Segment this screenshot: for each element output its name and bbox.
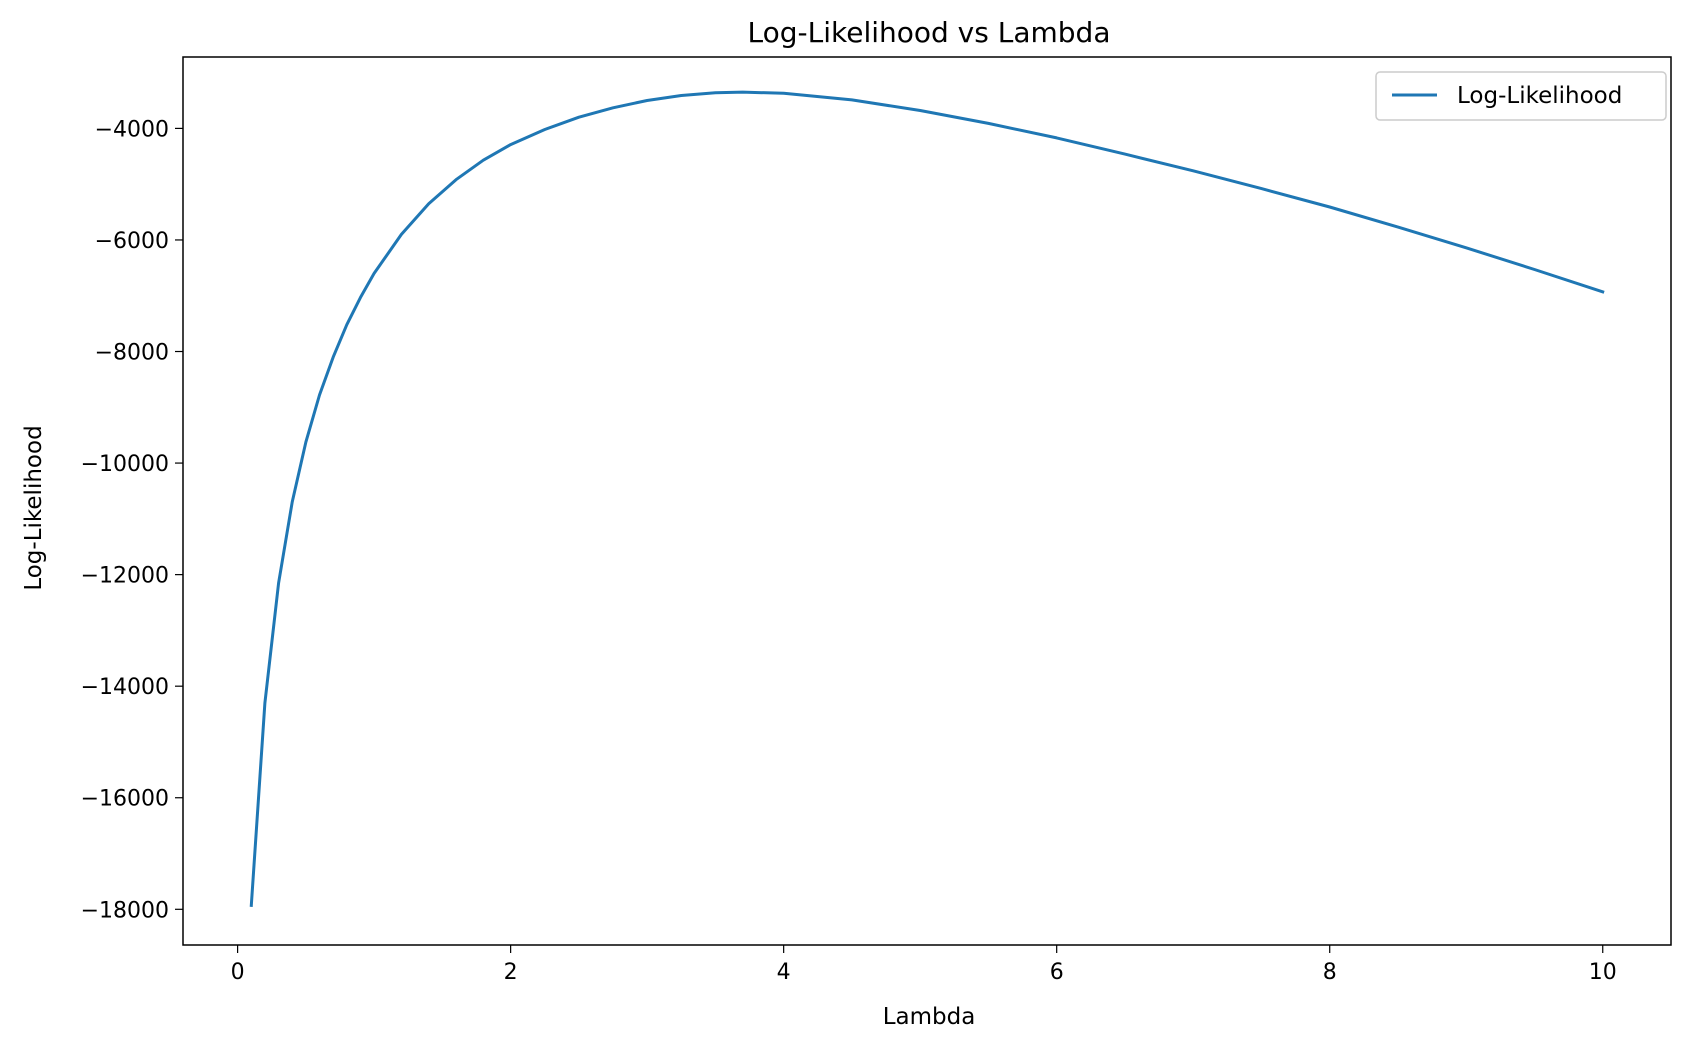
y-tick-label: −14000: [81, 675, 169, 700]
x-tick-label: 4: [777, 960, 791, 985]
x-axis: 0 2 4 6 8 10: [231, 945, 1617, 985]
x-axis-title: Lambda: [883, 1004, 976, 1030]
x-tick-label: 6: [1050, 960, 1064, 985]
y-tick-label: −16000: [81, 787, 169, 812]
x-tick-label: 10: [1589, 960, 1617, 985]
y-axis-title: Log-Likelihood: [21, 425, 47, 590]
legend: Log-Likelihood: [1375, 71, 1667, 121]
series-line: [249, 90, 1605, 907]
plot-area: [182, 56, 1672, 946]
x-tick-label: 0: [231, 960, 245, 985]
series-layer: [249, 90, 1605, 907]
legend-box: [1375, 71, 1667, 121]
chart-title: Log-Likelihood vs Lambda: [748, 16, 1111, 49]
y-tick-label: −4000: [95, 117, 169, 142]
y-tick-label: −10000: [81, 452, 169, 477]
y-tick-label: −18000: [81, 898, 169, 923]
y-tick-label: −8000: [95, 341, 169, 366]
y-tick-label: −6000: [95, 229, 169, 254]
x-tick-label: 8: [1323, 960, 1337, 985]
legend-label: Log-Likelihood: [1457, 83, 1622, 109]
y-tick-label: −12000: [81, 564, 169, 589]
y-axis: −18000 −16000 −14000 −12000 −10000 −8000 −6000…: [81, 117, 183, 923]
plot-frame: [182, 56, 1672, 946]
x-tick-label: 2: [504, 960, 518, 985]
